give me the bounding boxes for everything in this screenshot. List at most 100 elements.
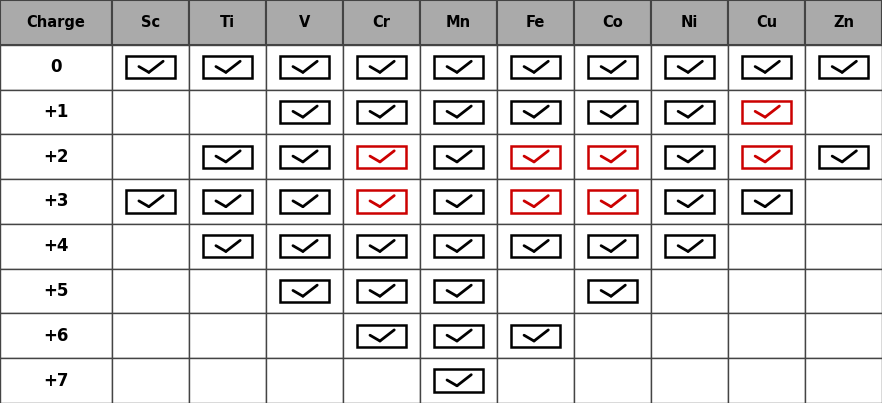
Text: +2: +2 xyxy=(43,148,69,166)
Bar xyxy=(805,358,882,403)
Bar xyxy=(126,190,175,213)
Bar xyxy=(189,0,265,45)
Bar xyxy=(651,314,728,358)
Bar xyxy=(420,269,497,314)
Bar xyxy=(497,358,574,403)
Bar xyxy=(343,358,420,403)
Bar xyxy=(280,101,329,123)
Bar xyxy=(511,145,560,168)
Bar xyxy=(651,134,728,179)
Bar xyxy=(497,0,574,45)
Bar xyxy=(574,134,651,179)
Bar xyxy=(574,89,651,134)
Bar xyxy=(574,314,651,358)
Bar xyxy=(728,179,805,224)
Bar xyxy=(651,224,728,269)
Bar xyxy=(574,45,651,89)
Bar xyxy=(265,314,343,358)
Bar xyxy=(189,89,265,134)
Bar xyxy=(574,179,651,224)
Bar xyxy=(189,224,265,269)
Bar xyxy=(420,358,497,403)
Bar xyxy=(189,269,265,314)
Bar xyxy=(0,45,112,89)
Bar xyxy=(265,269,343,314)
Text: +3: +3 xyxy=(43,193,69,210)
Bar xyxy=(112,314,189,358)
Bar xyxy=(0,269,112,314)
Bar xyxy=(728,269,805,314)
Bar xyxy=(112,179,189,224)
Bar xyxy=(511,56,560,78)
Bar xyxy=(265,89,343,134)
Bar xyxy=(357,145,406,168)
Bar xyxy=(126,56,175,78)
Bar xyxy=(511,325,560,347)
Bar xyxy=(420,0,497,45)
Bar xyxy=(280,145,329,168)
Bar xyxy=(805,269,882,314)
Bar xyxy=(343,134,420,179)
Bar xyxy=(357,101,406,123)
Bar xyxy=(742,190,791,213)
Bar xyxy=(651,358,728,403)
Text: Cr: Cr xyxy=(372,15,391,30)
Bar xyxy=(112,134,189,179)
Bar xyxy=(588,280,637,302)
Text: +7: +7 xyxy=(43,372,69,390)
Bar xyxy=(574,269,651,314)
Bar xyxy=(588,101,637,123)
Bar xyxy=(497,89,574,134)
Bar xyxy=(665,190,714,213)
Bar xyxy=(112,358,189,403)
Bar xyxy=(651,179,728,224)
Bar xyxy=(805,45,882,89)
Bar xyxy=(434,56,482,78)
Text: Charge: Charge xyxy=(26,15,86,30)
Bar xyxy=(588,56,637,78)
Text: Cu: Cu xyxy=(756,15,777,30)
Bar xyxy=(203,190,251,213)
Bar xyxy=(343,89,420,134)
Bar xyxy=(189,134,265,179)
Bar xyxy=(588,235,637,258)
Bar xyxy=(420,224,497,269)
Bar xyxy=(189,179,265,224)
Text: Co: Co xyxy=(602,15,623,30)
Bar xyxy=(665,101,714,123)
Bar xyxy=(434,101,482,123)
Bar xyxy=(651,0,728,45)
Bar xyxy=(189,45,265,89)
Bar xyxy=(805,224,882,269)
Bar xyxy=(434,235,482,258)
Bar xyxy=(420,134,497,179)
Text: +6: +6 xyxy=(43,327,69,345)
Text: +5: +5 xyxy=(43,282,69,300)
Bar xyxy=(665,235,714,258)
Bar xyxy=(112,89,189,134)
Bar xyxy=(0,314,112,358)
Bar xyxy=(0,358,112,403)
Bar xyxy=(511,101,560,123)
Bar xyxy=(728,89,805,134)
Bar xyxy=(805,89,882,134)
Bar xyxy=(728,314,805,358)
Bar xyxy=(819,56,868,78)
Bar xyxy=(497,45,574,89)
Text: Ti: Ti xyxy=(220,15,235,30)
Bar xyxy=(819,145,868,168)
Text: Ni: Ni xyxy=(681,15,699,30)
Bar xyxy=(497,134,574,179)
Bar xyxy=(497,224,574,269)
Bar xyxy=(0,89,112,134)
Text: Sc: Sc xyxy=(140,15,160,30)
Bar xyxy=(805,0,882,45)
Bar xyxy=(574,358,651,403)
Bar xyxy=(203,235,251,258)
Bar xyxy=(265,134,343,179)
Bar xyxy=(357,280,406,302)
Bar xyxy=(112,269,189,314)
Text: Zn: Zn xyxy=(833,15,854,30)
Bar xyxy=(0,0,112,45)
Bar xyxy=(112,45,189,89)
